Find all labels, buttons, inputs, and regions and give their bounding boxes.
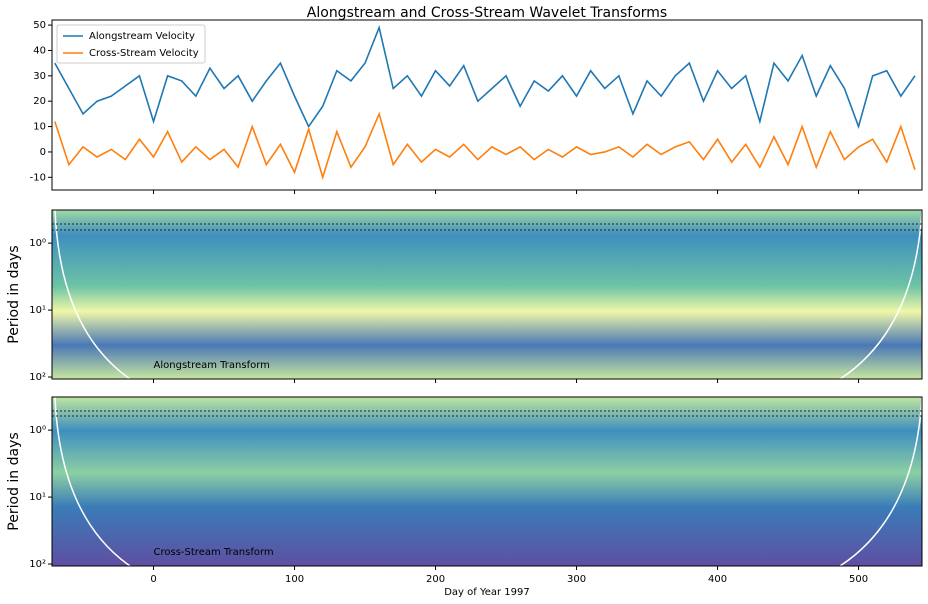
x-tick-label: 500 <box>849 574 868 585</box>
cone-of-influence <box>839 396 923 567</box>
legend-label: Cross-Stream Velocity <box>89 48 199 59</box>
x-tick-label: 0 <box>150 574 156 585</box>
axes-frame <box>51 19 923 191</box>
wavelet-image <box>52 210 922 379</box>
legend-box <box>56 24 206 64</box>
axes-frame <box>51 396 923 567</box>
x-tick-label: 200 <box>426 574 445 585</box>
cone-of-influence <box>839 209 923 380</box>
x-tick-label: 300 <box>567 574 586 585</box>
x-axis-label: Day of Year 1997 <box>444 587 530 598</box>
cone-of-influence <box>54 396 131 567</box>
x-tick-label: 400 <box>708 574 727 585</box>
legend-label: Alongstream Velocity <box>89 31 195 42</box>
y-tick-label: 10² <box>29 372 46 383</box>
data-line <box>54 24 916 130</box>
y-tick-label: 10¹ <box>29 492 46 503</box>
wavelet-image <box>52 397 922 566</box>
y-axis-label: Period in days <box>6 245 22 343</box>
annotation: Alongstream Transform <box>154 360 270 371</box>
chart-title: Alongstream and Cross-Stream Wavelet Tra… <box>307 5 667 21</box>
y-tick-label: 40 <box>33 45 46 56</box>
y-tick-label: 10² <box>29 559 46 570</box>
y-axis-label: Period in days <box>6 432 22 530</box>
y-tick-label: 10 <box>33 122 46 133</box>
y-tick-label: 30 <box>33 71 46 82</box>
axes-frame <box>51 209 923 380</box>
cone-of-influence <box>54 209 131 380</box>
y-tick-label: 50 <box>33 20 46 31</box>
y-tick-label: 0 <box>40 147 46 158</box>
data-line <box>54 111 916 181</box>
x-tick-label: 100 <box>285 574 304 585</box>
annotation: Cross-Stream Transform <box>154 547 274 558</box>
y-tick-label: 20 <box>33 96 46 107</box>
y-tick-label: -10 <box>30 172 46 183</box>
y-tick-label: 10¹ <box>29 305 46 316</box>
y-tick-label: 10⁰ <box>29 238 46 249</box>
y-tick-label: 10⁰ <box>29 425 46 436</box>
